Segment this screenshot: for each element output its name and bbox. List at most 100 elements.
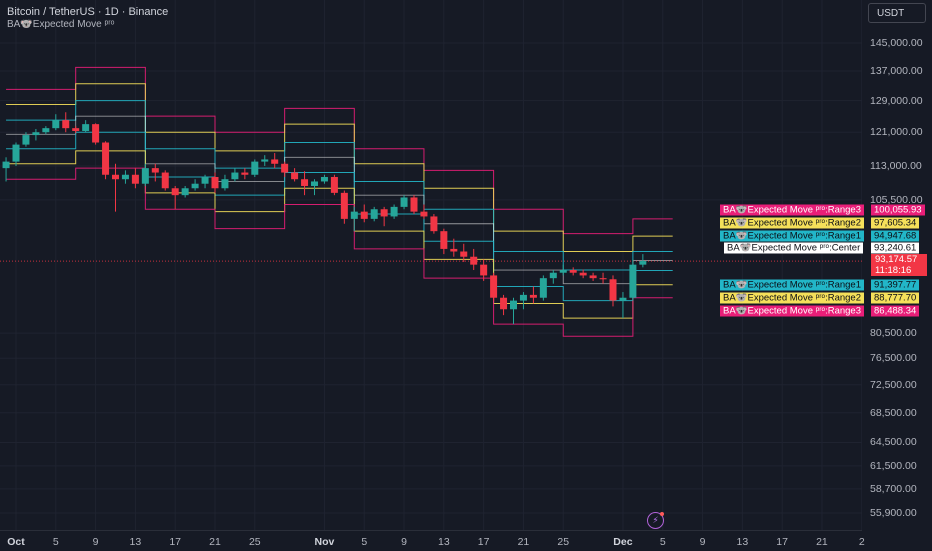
date-tick-label: 25: [557, 536, 570, 548]
price-tick-label: 76,500.00: [870, 352, 917, 365]
date-tick-label: 21: [209, 536, 221, 548]
candle-body: [559, 270, 567, 273]
chart-area[interactable]: [0, 0, 862, 530]
date-tick-label: Dec: [613, 536, 633, 548]
legend-range1-value: 91,397.77: [871, 279, 920, 291]
candle-body: [629, 264, 637, 298]
price-tick-label: 121,000.00: [870, 126, 923, 139]
candle-body: [360, 211, 368, 219]
candle-body: [151, 168, 159, 173]
candle-body: [380, 209, 388, 217]
current-price-badge: 93,174.57 11:18:16: [871, 254, 927, 276]
candle-body: [181, 188, 189, 196]
candle-body: [141, 168, 149, 184]
price-chart[interactable]: [0, 0, 862, 530]
candle-body: [350, 211, 358, 219]
candle-body: [330, 176, 338, 193]
candle-body: [42, 128, 50, 133]
candle-body: [231, 172, 239, 180]
date-tick-label: 13: [438, 536, 450, 548]
candle-body: [271, 159, 279, 164]
price-tick-label: 137,000.00: [870, 64, 923, 77]
price-tick-label: 145,000.00: [870, 37, 923, 49]
candle-body: [340, 192, 348, 219]
candle-body: [569, 270, 577, 273]
price-tick-label: 55,900.00: [870, 507, 917, 519]
candle-body: [121, 174, 129, 180]
date-tick-label: 5: [52, 536, 59, 548]
candle-body: [301, 179, 309, 186]
candle-body: [52, 120, 60, 129]
candle-body: [519, 294, 527, 301]
date-tick-label: Nov: [314, 536, 335, 548]
candle-body: [440, 231, 448, 249]
date-tick-label: 17: [169, 536, 182, 548]
date-tick-label: 9: [92, 536, 99, 548]
legend-center-name: BA🐨Expected Move ᵖʳᵒ:Center: [724, 242, 864, 254]
candle-body: [171, 188, 179, 196]
candle-body: [131, 174, 139, 184]
date-tick-label: 9: [401, 536, 407, 548]
candle-body: [420, 211, 428, 217]
legend-range1-value: 94,947.68: [871, 230, 920, 242]
time-axis[interactable]: [0, 530, 862, 551]
date-tick-label: 17: [477, 536, 490, 548]
candle-body: [609, 279, 617, 301]
candle-body: [112, 174, 119, 180]
candle-body: [549, 272, 557, 279]
current-price-value: 93,174.57: [875, 254, 918, 265]
candle-body: [82, 124, 90, 132]
candle-body: [281, 163, 289, 173]
candle-body: [539, 278, 547, 298]
price-tick-label: 72,500.00: [870, 378, 917, 391]
candle-body: [12, 144, 20, 162]
indicator-title[interactable]: BA🐨Expected Move ᵖʳᵒ: [7, 19, 115, 30]
candle-body: [261, 159, 269, 162]
candle-body: [460, 251, 468, 257]
candle-body: [500, 297, 508, 310]
candle-body: [251, 161, 259, 175]
legend-range3-value: 86,488.34: [871, 305, 920, 317]
price-tick-label: 105,500.00: [870, 193, 923, 206]
band-range3-lower: [6, 167, 673, 337]
candle-body: [450, 248, 458, 252]
candle-body: [221, 179, 229, 189]
price-tick-label: 68,500.00: [870, 406, 917, 419]
candle-body: [72, 128, 80, 132]
candle-body: [400, 197, 408, 207]
legend-range2-value: 88,777.70: [871, 292, 920, 304]
legend-range1-name: BA🐨Expected Move ᵖʳᵒ:Range1: [720, 279, 864, 291]
candle-body: [22, 135, 30, 145]
candle-body: [311, 181, 318, 186]
price-tick-label: 64,500.00: [870, 436, 917, 449]
band-range1-upper: [6, 100, 673, 271]
price-tick-label: 61,500.00: [870, 459, 917, 472]
price-tick-label: 113,000.00: [870, 159, 922, 172]
date-tick-label: 5: [361, 536, 368, 548]
candle-body: [62, 120, 70, 129]
legend-range2-value: 97,605.34: [871, 217, 920, 229]
candle-body: [599, 278, 607, 280]
date-tick-label: 2: [858, 536, 865, 548]
candle-body: [92, 124, 100, 143]
candle-body: [490, 275, 498, 298]
candle-body: [529, 294, 537, 298]
candle-body: [579, 272, 587, 276]
flash-icon[interactable]: ⚡: [647, 512, 664, 529]
candle-body: [201, 176, 209, 184]
candle-body: [291, 172, 299, 180]
candle-body: [32, 132, 40, 136]
notification-dot-icon: [660, 512, 664, 516]
candle-body: [470, 256, 478, 265]
price-tick-label: 80,500.00: [870, 327, 917, 340]
candle-body: [2, 161, 10, 169]
candle-body: [320, 176, 328, 182]
candle-body: [370, 209, 378, 219]
symbol-title[interactable]: Bitcoin / TetherUS · 1D · Binance: [7, 6, 169, 18]
candle-body: [241, 172, 249, 175]
legend-range3-value: 100,055.93: [871, 204, 925, 216]
candle-body: [510, 300, 517, 310]
currency-button[interactable]: USDT: [868, 3, 926, 23]
price-tick-label: 129,000.00: [870, 94, 923, 107]
date-tick-label: Oct: [7, 536, 25, 548]
